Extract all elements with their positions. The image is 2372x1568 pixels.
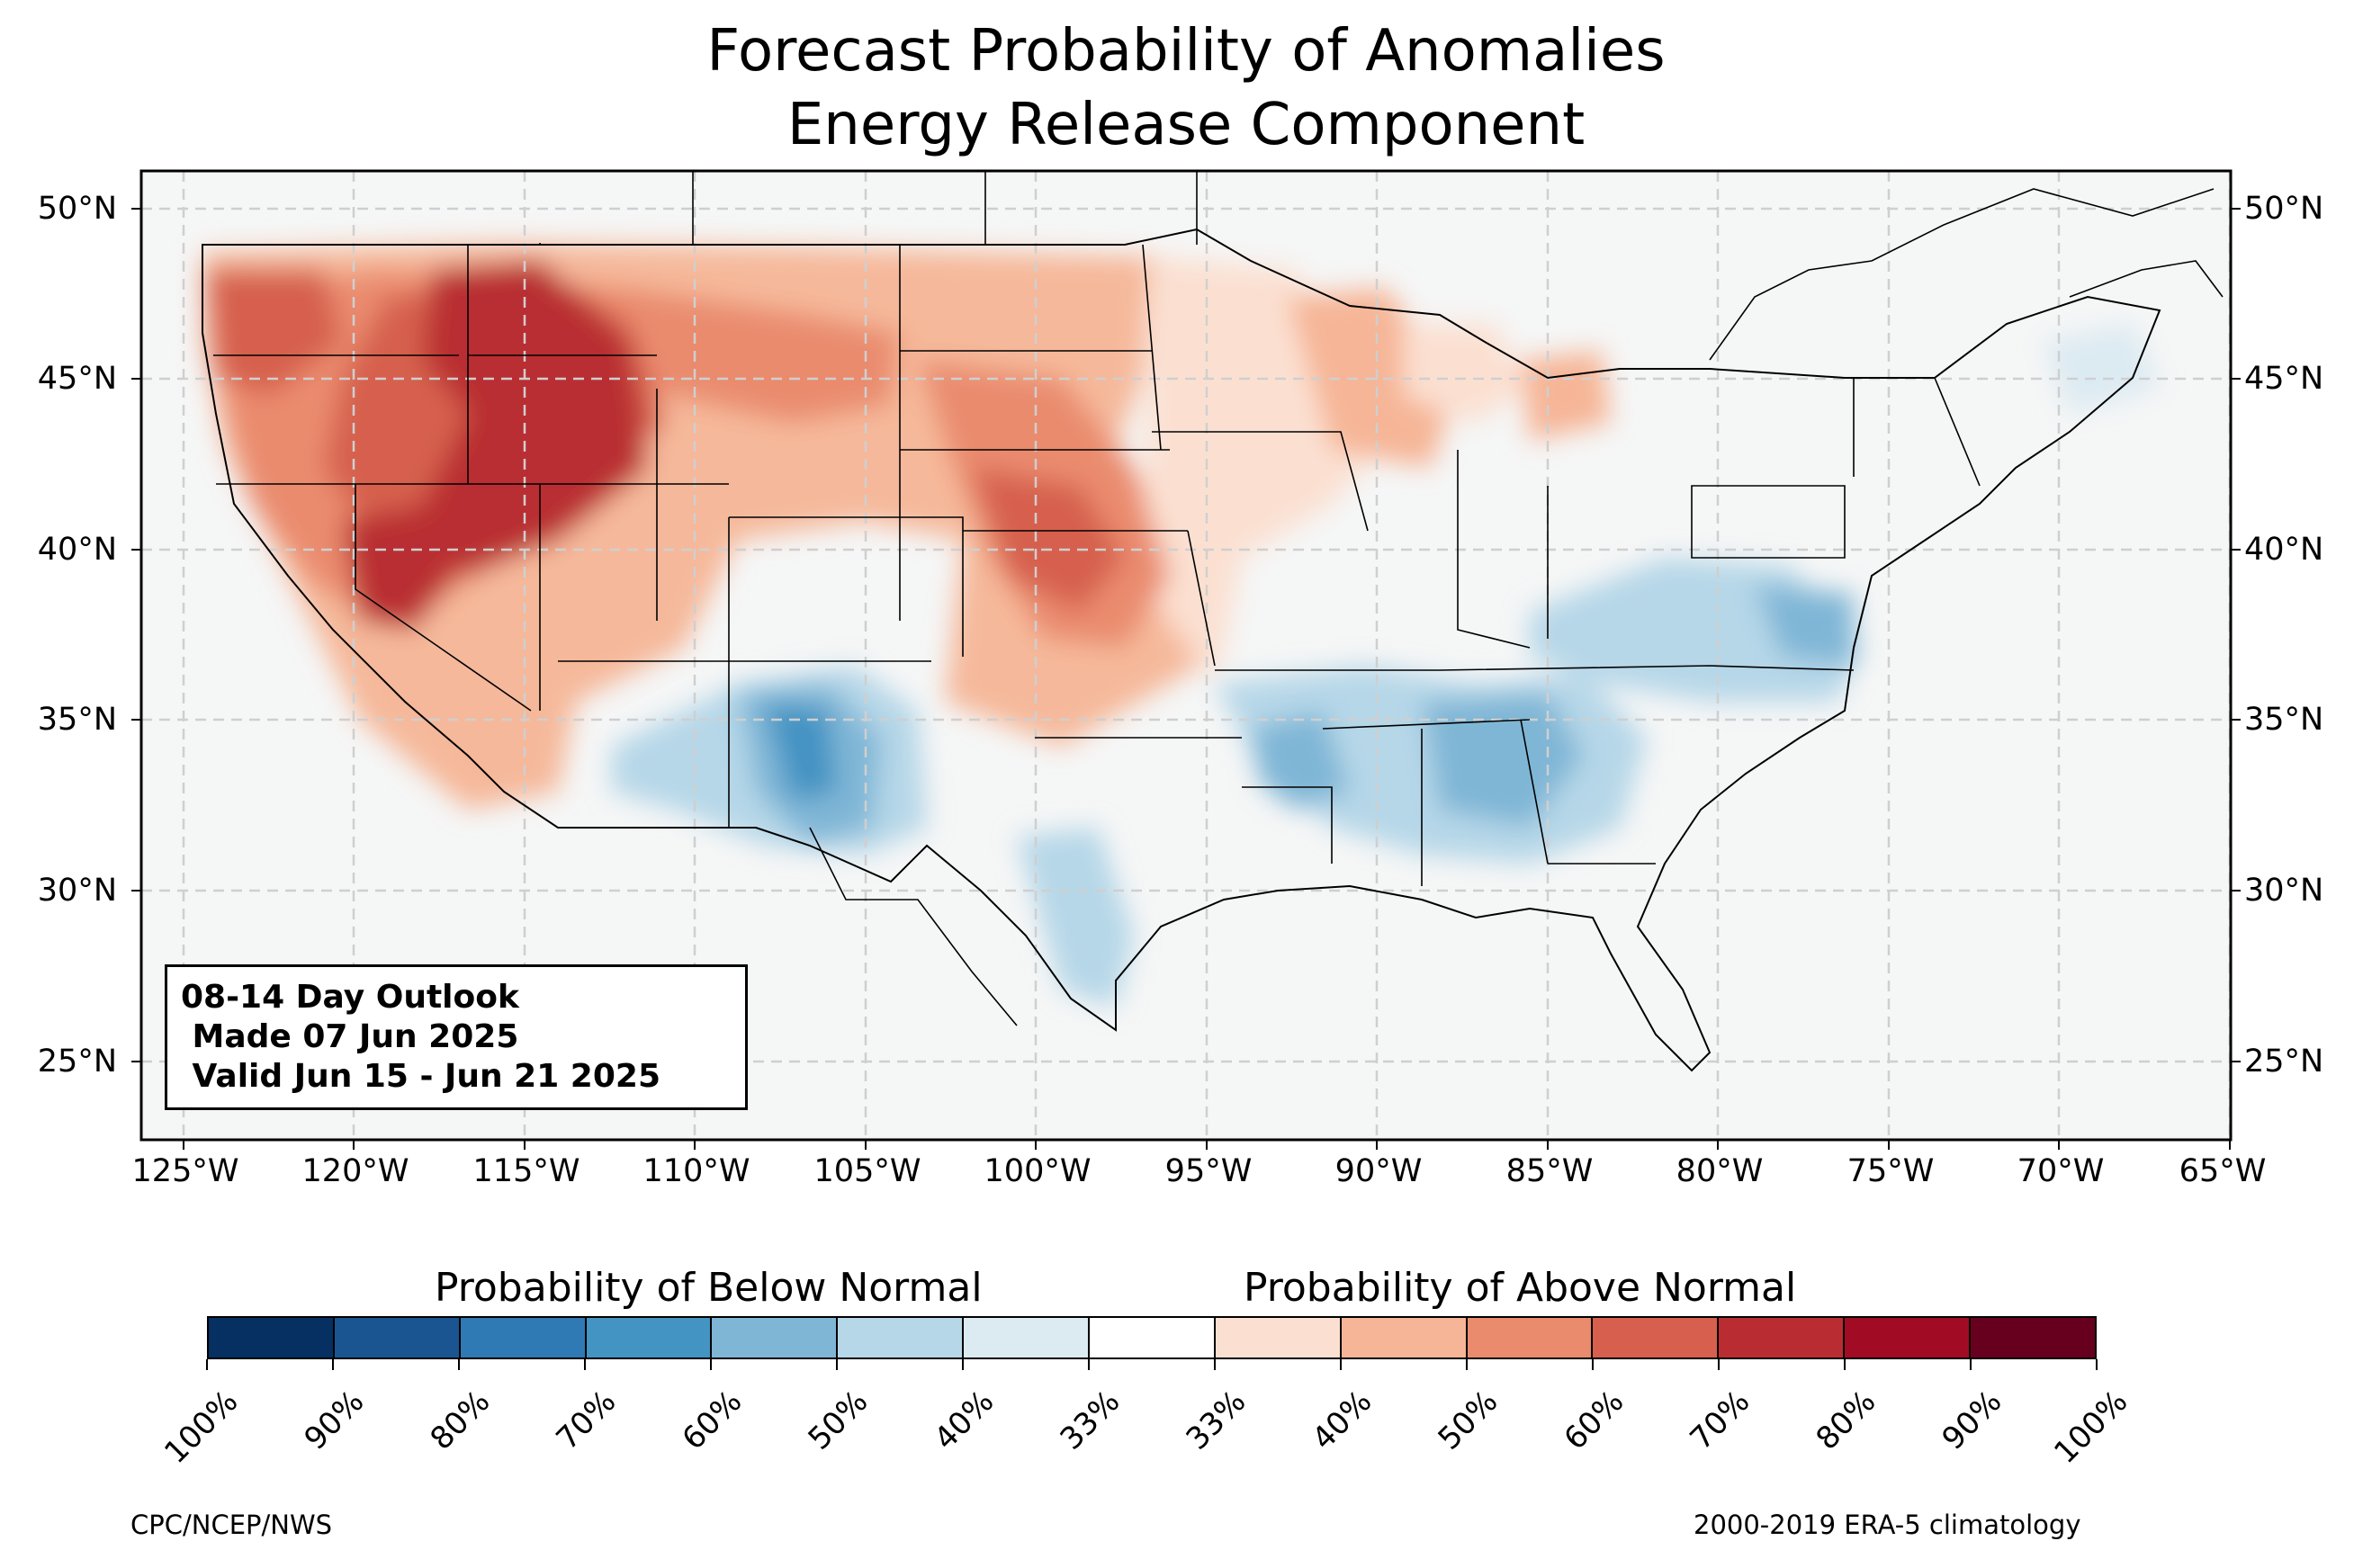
colorbar-swatch [710, 1318, 837, 1357]
colorbar-tick [584, 1359, 586, 1370]
map-ticks [131, 208, 2241, 1150]
colorbar-swatch [1465, 1318, 1592, 1357]
above-normal-shading [202, 243, 1611, 810]
lon-label: 85°W [1505, 1153, 1594, 1189]
colorbar-swatch [584, 1318, 711, 1357]
colorbar-swatch [1088, 1318, 1214, 1357]
colorbar-above-title: Probability of Above Normal [1244, 1265, 1797, 1311]
canada-mexico-borders [692, 171, 2224, 1026]
outlook-info-box: 08-14 Day Outlook Made 07 Jun 2025 Valid… [165, 964, 748, 1110]
colorbar-tick [1844, 1359, 1846, 1370]
colorbar-swatch [962, 1318, 1089, 1357]
lat-label-left: 40°N [37, 532, 117, 568]
colorbar-tick [458, 1359, 460, 1370]
colorbar-below-title: Probability of Below Normal [435, 1265, 983, 1311]
outlook-valid-range: Valid Jun 15 - Jun 21 2025 [181, 1058, 661, 1095]
lon-label: 80°W [1676, 1153, 1764, 1189]
map-frame [139, 169, 2233, 1142]
lat-label-right: 45°N [2244, 361, 2324, 397]
colorbar-tick [1466, 1359, 1468, 1370]
colorbar-swatch [1969, 1318, 2095, 1357]
lon-label: 125°W [131, 1153, 239, 1189]
colorbar-swatch [332, 1318, 459, 1357]
colorbar-tick [1970, 1359, 1972, 1370]
colorbar-tick [332, 1359, 334, 1370]
lat-label-left: 25°N [37, 1044, 117, 1080]
lon-label: 70°W [2017, 1153, 2105, 1189]
colorbar-swatch [1717, 1318, 1844, 1357]
lon-label: 90°W [1334, 1153, 1423, 1189]
colorbar-tick [2096, 1359, 2098, 1370]
lat-label-right: 35°N [2244, 702, 2324, 738]
outlook-period: 08-14 Day Outlook [181, 979, 519, 1016]
lon-label: 110°W [642, 1153, 750, 1189]
colorbar-tick [962, 1359, 964, 1370]
lon-label: 115°W [472, 1153, 580, 1189]
lat-label-right: 50°N [2244, 191, 2324, 227]
lat-label-left: 35°N [37, 702, 117, 738]
lon-label: 105°W [813, 1153, 921, 1189]
us-outline [202, 228, 2161, 1072]
colorbar-swatch [458, 1318, 585, 1357]
colorbar-tick [836, 1359, 838, 1370]
colorbar-tick [710, 1359, 712, 1370]
state-borders [213, 243, 1981, 886]
lat-label-left: 30°N [37, 873, 117, 909]
outlook-made-date: Made 07 Jun 2025 [181, 1018, 519, 1055]
lon-label: 120°W [301, 1153, 409, 1189]
colorbar-swatch [1843, 1318, 1970, 1357]
colorbar-tick [206, 1359, 208, 1370]
credit-right: 2000-2019 ERA-5 climatology [1694, 1510, 2081, 1540]
probability-colorbar [207, 1316, 2097, 1359]
colorbar-swatch [1213, 1318, 1340, 1357]
colorbar-tick [1592, 1359, 1594, 1370]
colorbar-tick [1214, 1359, 1216, 1370]
colorbar-swatch [209, 1318, 333, 1357]
lat-label-left: 50°N [37, 191, 117, 227]
credit-left: CPC/NCEP/NWS [130, 1510, 333, 1540]
colorbar-tick [1718, 1359, 1720, 1370]
colorbar-tick [1340, 1359, 1342, 1370]
colorbar-swatch [1339, 1318, 1466, 1357]
lat-label-left: 45°N [37, 361, 117, 397]
lat-label-right: 40°N [2244, 532, 2324, 568]
lat-label-right: 25°N [2244, 1044, 2324, 1080]
below-normal-shading [612, 324, 2160, 1008]
lon-label: 100°W [984, 1153, 1092, 1189]
lon-label: 75°W [1846, 1153, 1935, 1189]
lat-label-right: 30°N [2244, 873, 2324, 909]
chart-title-line1: Forecast Probability of Anomalies [706, 18, 1666, 85]
chart-title-line2: Energy Release Component [786, 92, 1586, 158]
lon-label: 95°W [1164, 1153, 1253, 1189]
colorbar-swatch [836, 1318, 963, 1357]
lon-label: 65°W [2179, 1153, 2267, 1189]
colorbar-tick [1088, 1359, 1090, 1370]
colorbar-swatch [1591, 1318, 1718, 1357]
